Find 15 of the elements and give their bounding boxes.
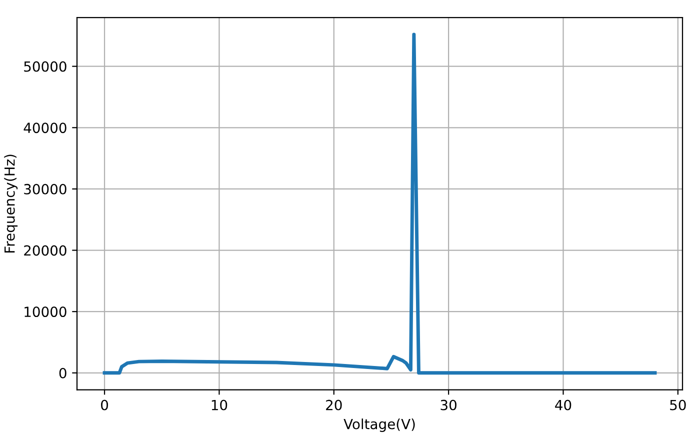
y-tick-label: 10000 — [24, 306, 66, 318]
y-axis-title: Frequency(Hz) — [4, 154, 18, 252]
x-tick-label: 0 — [101, 400, 108, 410]
y-tick-label: 20000 — [24, 245, 66, 256]
line-series — [102, 32, 657, 375]
x-tick-label: 10 — [212, 400, 228, 410]
y-tick-label: 30000 — [24, 184, 66, 194]
x-tick-label: 20 — [326, 400, 342, 410]
x-tick-label: 30 — [440, 400, 456, 410]
y-tick-label: 50000 — [24, 61, 66, 72]
x-axis-title: Voltage(V) — [344, 418, 415, 432]
x-tick-label: 40 — [555, 400, 572, 410]
y-tick-label: 40000 — [24, 122, 66, 134]
y-tick-label: 0 — [59, 368, 66, 378]
x-tick-label: 50 — [670, 400, 686, 410]
